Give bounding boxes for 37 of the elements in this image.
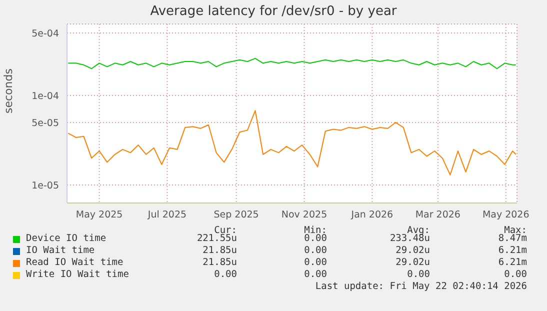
x-tick-label: May 2025 — [76, 210, 123, 221]
text: 0.00 — [304, 269, 327, 280]
text: 0.00 — [304, 245, 327, 256]
legend-label: Write IO Wait time — [26, 269, 129, 280]
legend-label: IO Wait time — [26, 245, 95, 256]
x-tick-label: Jul 2025 — [146, 210, 187, 221]
x-tick-label: Nov 2025 — [281, 210, 328, 221]
x-tick-label: Jan 2026 — [350, 210, 394, 221]
text: 0.00 — [304, 257, 327, 268]
text: Last update: Fri May 22 02:40:14 2026 — [315, 281, 527, 292]
x-tick-label: Mar 2026 — [415, 210, 460, 221]
y-tick-label: 5e-04 — [32, 28, 59, 40]
legend-label: Device IO time — [26, 233, 106, 244]
text: 0.00 — [504, 269, 527, 280]
y-tick-label: 1e-04 — [32, 90, 59, 102]
y-tick-label: 5e-05 — [32, 118, 59, 129]
text: 29.02u — [396, 245, 430, 256]
line-series — [68, 58, 516, 70]
text: 8.47m — [498, 233, 527, 244]
chart-title: Average latency for /dev/sr0 - by year — [149, 4, 398, 19]
legend-label: Read IO Wait time — [26, 257, 124, 268]
text: 221.55u — [196, 233, 237, 244]
text: 0.00 — [304, 233, 327, 244]
x-tick-label: May 2026 — [482, 210, 530, 221]
y-axis-title: seconds — [2, 68, 15, 114]
x-tick-label: Sep 2025 — [214, 210, 259, 221]
y-tick-label: 1e-05 — [32, 180, 59, 192]
text: Avg: — [407, 225, 430, 236]
text: 29.02u — [396, 257, 430, 268]
line-series — [68, 110, 516, 176]
text: 21.85u — [202, 257, 237, 268]
text: 6.21m — [498, 257, 527, 268]
text: 0.00 — [214, 269, 237, 280]
text: 233.48u — [390, 233, 430, 244]
text: 0.00 — [407, 269, 430, 280]
text: 21.85u — [202, 245, 237, 256]
text: 6.21m — [498, 245, 527, 256]
